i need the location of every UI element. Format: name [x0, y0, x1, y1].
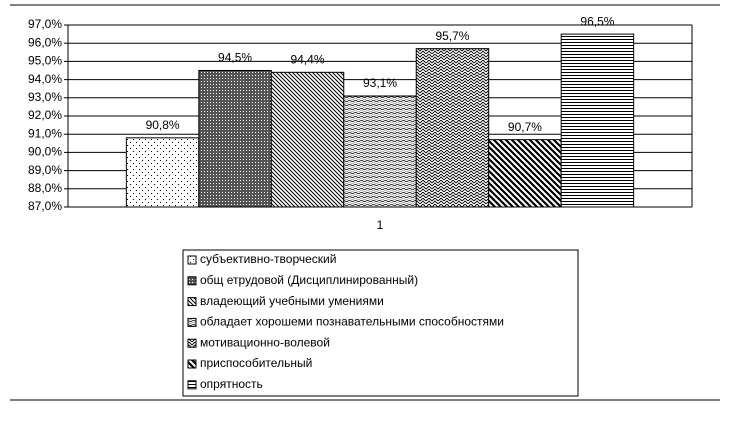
legend-label: обладает хорошеми познавательными способ… [200, 315, 504, 329]
legend-swatch [187, 297, 197, 307]
legend-swatch [187, 380, 197, 390]
legend-label: мотивационно-волевой [200, 335, 330, 349]
y-tick-label: 91,0% [28, 126, 62, 140]
y-tick-label: 88,0% [28, 181, 62, 195]
bar [125, 137, 200, 208]
y-tick-label: 89,0% [28, 163, 62, 177]
value-label: 95,7% [435, 29, 469, 43]
bar [270, 71, 345, 208]
x-tick-label: 1 [377, 218, 384, 232]
y-tick-label: 96,0% [28, 35, 62, 49]
legend-swatch [187, 276, 197, 286]
bar [343, 95, 417, 208]
y-tick-label: 95,0% [28, 54, 62, 68]
y-tick-label: 90,0% [28, 145, 62, 159]
value-label: 94,5% [218, 51, 252, 65]
y-tick-label: 87,0% [28, 199, 62, 213]
value-label: 94,4% [291, 52, 325, 66]
y-tick-label: 92,0% [28, 108, 62, 122]
legend-label: владеющий учебными умениями [200, 294, 384, 308]
value-label: 93,1% [363, 76, 397, 90]
bar [198, 70, 272, 208]
legend-swatch [187, 317, 197, 327]
bar [415, 48, 490, 208]
legend-swatch [187, 359, 197, 369]
legend-label: опрятность [200, 377, 263, 391]
legend-label: приспособительный [200, 356, 312, 370]
value-label: 90,7% [508, 120, 542, 134]
bar [560, 33, 635, 208]
y-tick-label: 97,0% [28, 17, 62, 31]
y-tick-label: 94,0% [28, 72, 62, 86]
value-label: 90,8% [146, 118, 180, 132]
y-tick-label: 93,0% [28, 90, 62, 104]
legend-swatch [187, 338, 197, 348]
legend-box [182, 249, 579, 397]
legend-swatch [187, 255, 197, 265]
legend-label: субъективно-творческий [200, 252, 336, 266]
value-label: 96,5% [580, 14, 614, 28]
bar [488, 139, 562, 208]
legend-label: общ етрудовой (Дисциплинированный) [200, 273, 418, 287]
